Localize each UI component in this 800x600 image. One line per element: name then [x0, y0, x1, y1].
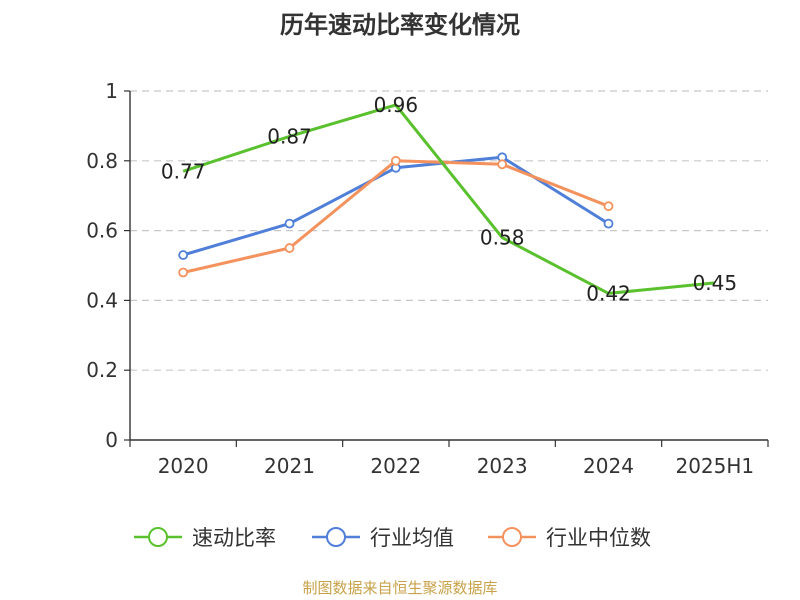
data-label: 0.87 [267, 124, 312, 148]
data-labels: 0.77 0.87 0.96 0.58 0.42 0.45 [161, 93, 737, 305]
legend: 速动比率 行业均值 行业中位数 [134, 526, 651, 550]
chart-title: 历年速动比率变化情况 [280, 11, 520, 39]
series-point-2 [497, 159, 508, 170]
legend-item-1: 行业均值 [312, 526, 454, 550]
legend-marker [502, 527, 522, 547]
series-point-2 [390, 155, 401, 166]
series-point-1 [178, 250, 189, 260]
x-tick-label: 2022 [370, 454, 421, 478]
legend-marker [148, 527, 168, 547]
series-point-2 [178, 267, 189, 278]
x-tick-label: 2020 [158, 454, 209, 478]
source-note: 制图数据来自恒生聚源数据库 [302, 579, 497, 597]
x-tick-label: 2024 [583, 454, 634, 478]
y-tick-label: 1 [105, 79, 118, 103]
legend-marker [326, 527, 346, 547]
legend-item-2: 行业中位数 [488, 526, 651, 550]
legend-item-0: 速动比率 [134, 526, 276, 550]
data-label: 0.77 [161, 159, 206, 183]
x-tick-label: 2021 [264, 454, 315, 478]
series-point-2 [284, 243, 295, 253]
series-layer [178, 103, 715, 295]
series-point-2 [603, 201, 614, 212]
y-tick-label: 0.8 [86, 149, 118, 173]
axes: 0 0.2 0.4 0.6 0.8 1 2020 2021 2022 2023 2024 2025H1 [86, 79, 769, 478]
series-line-0 [182, 103, 715, 295]
data-label: 0.58 [480, 226, 525, 250]
y-tick-label: 0.2 [86, 358, 118, 382]
series-point-1 [603, 218, 614, 229]
legend-label: 行业中位数 [546, 526, 651, 550]
data-label: 0.42 [586, 281, 631, 305]
data-label: 0.45 [693, 271, 738, 295]
series-line-2 [182, 159, 610, 274]
data-label: 0.96 [374, 93, 419, 117]
legend-label: 速动比率 [192, 526, 276, 550]
y-tick-label: 0.4 [86, 288, 118, 312]
legend-label: 行业均值 [370, 526, 454, 550]
y-tick-label: 0 [105, 428, 118, 452]
x-tick-label: 2025H1 [675, 454, 754, 478]
y-tick-label: 0.6 [86, 219, 118, 243]
series-point-1 [284, 218, 295, 229]
x-tick-label: 2023 [477, 454, 528, 478]
grid-lines [130, 90, 768, 371]
